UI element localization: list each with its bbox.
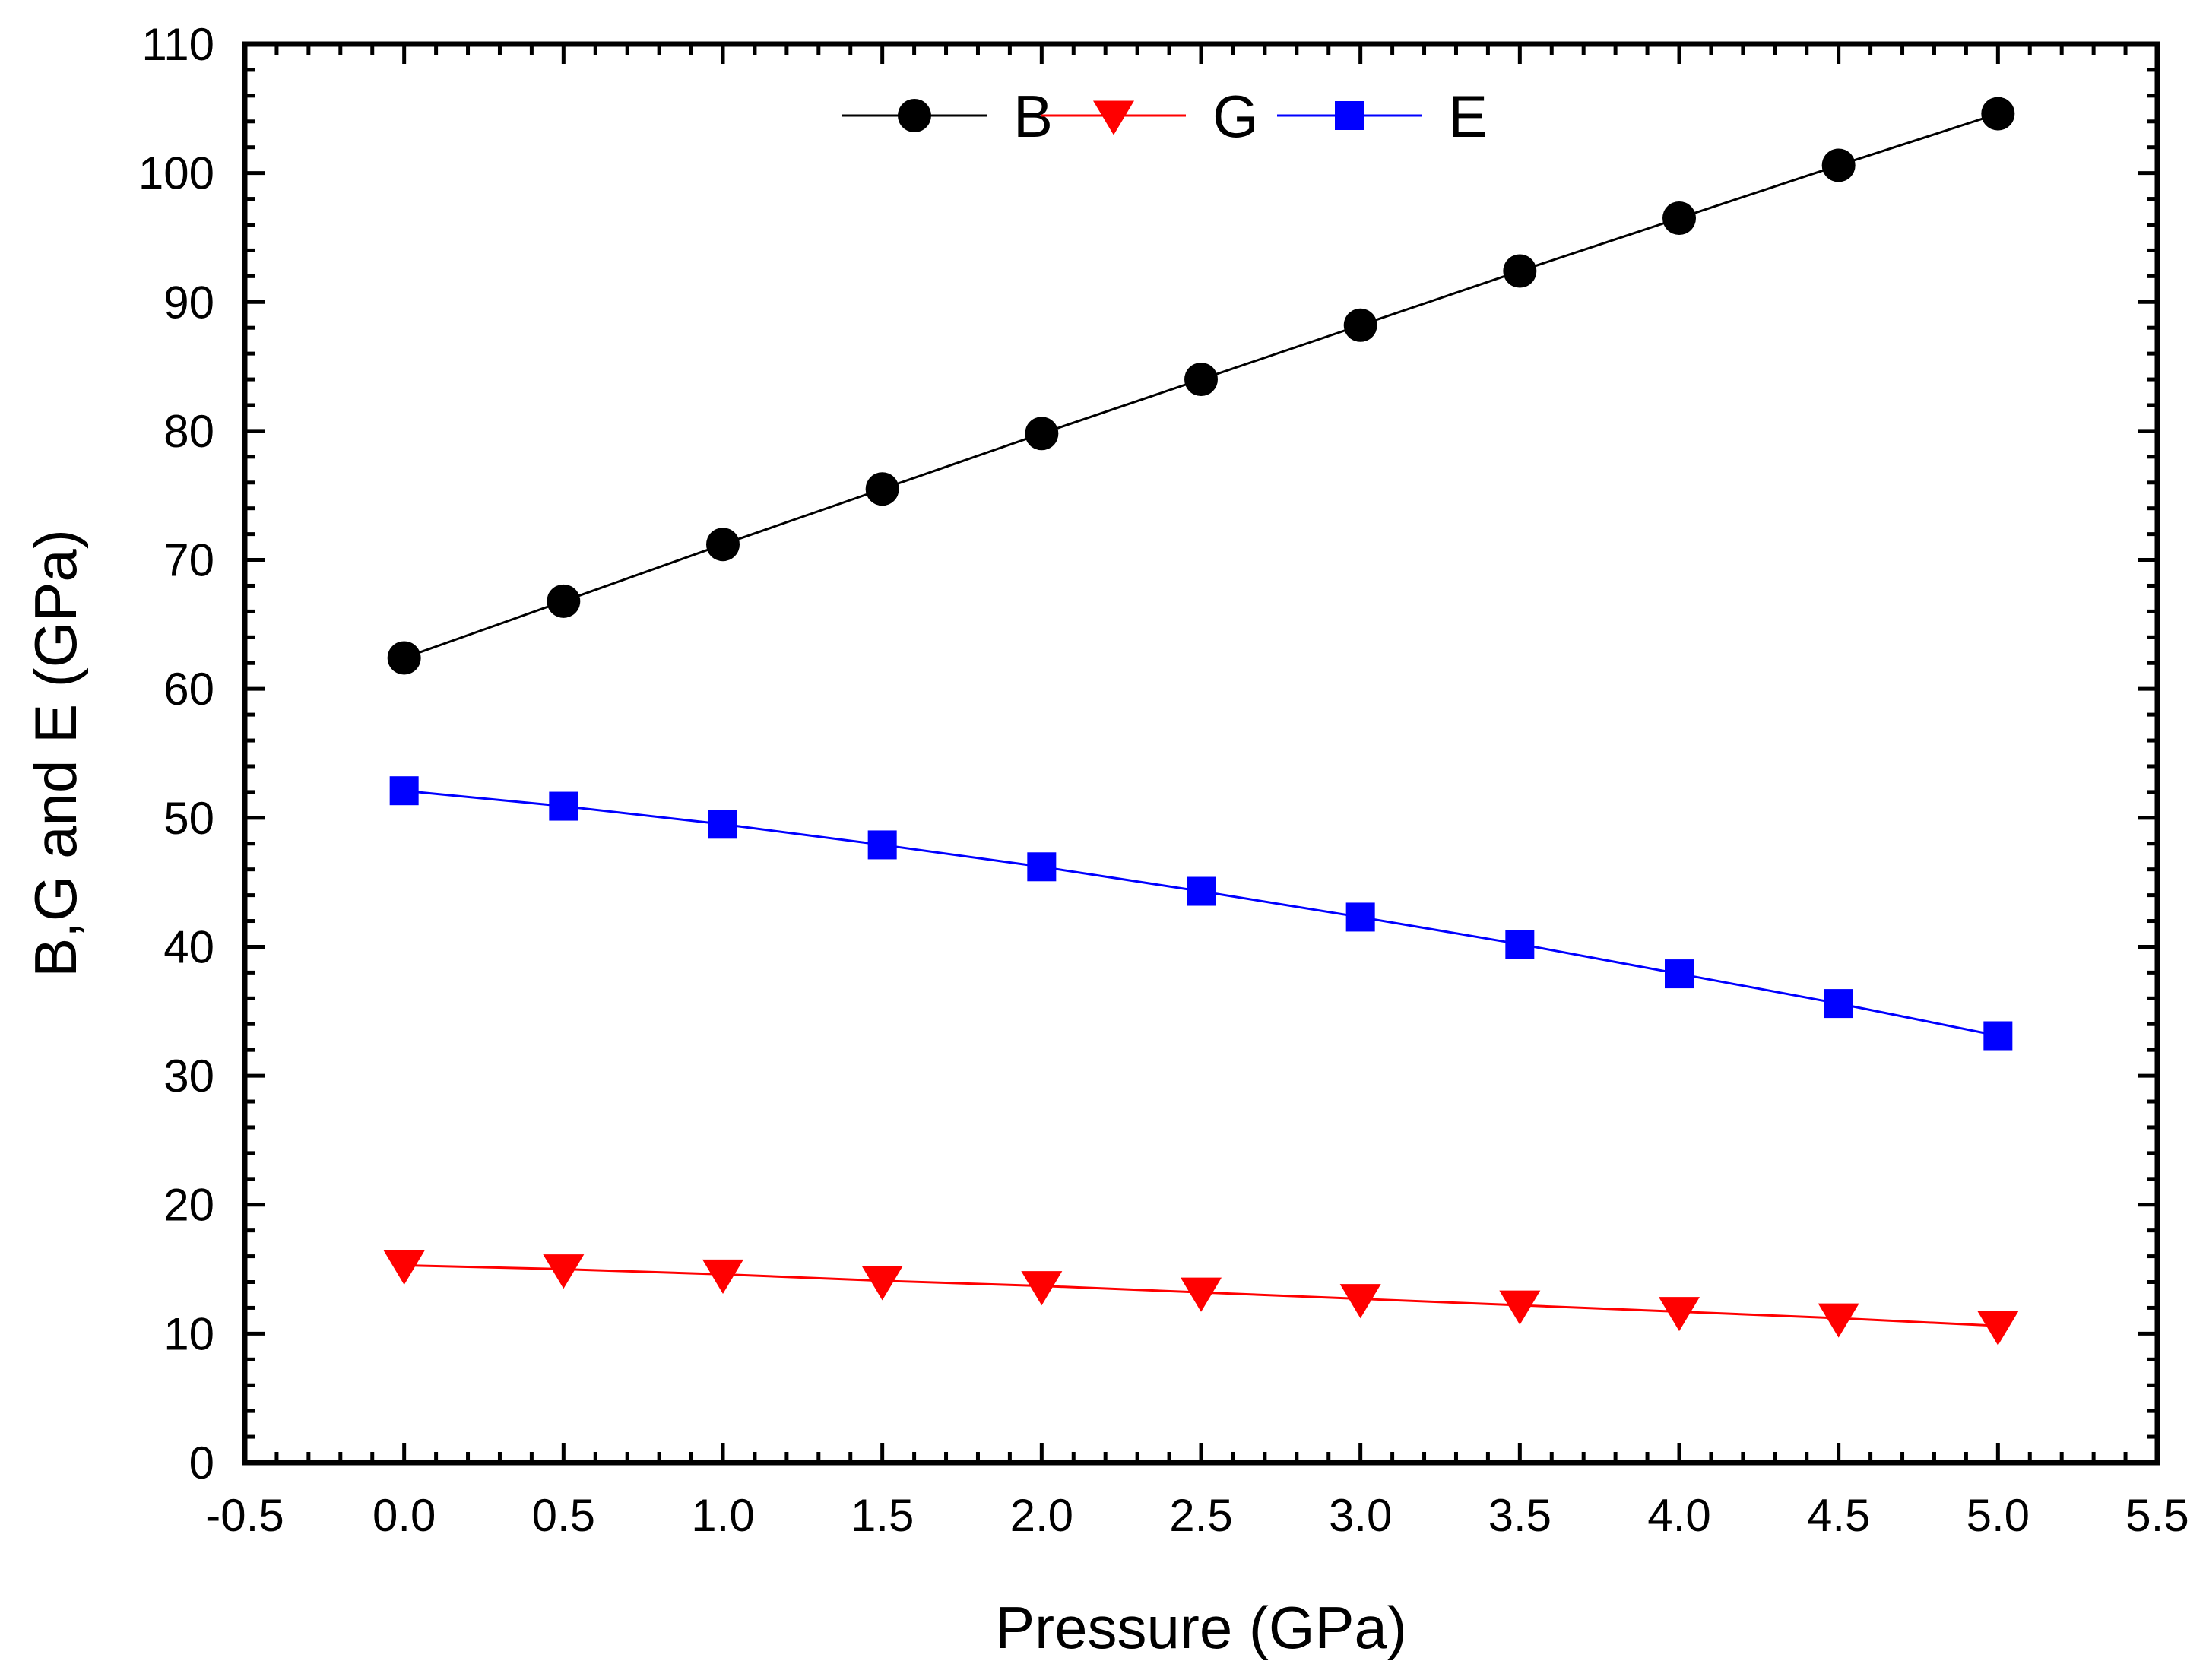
data-point-E bbox=[867, 830, 897, 860]
y-tick-label: 60 bbox=[163, 664, 214, 715]
data-point-E bbox=[1345, 902, 1375, 932]
data-point-E bbox=[1983, 1021, 2013, 1051]
x-tick-label: 0.5 bbox=[532, 1490, 595, 1541]
data-point-B bbox=[1821, 148, 1856, 182]
x-tick-label: 4.0 bbox=[1647, 1490, 1710, 1541]
data-point-B bbox=[387, 641, 421, 675]
data-point-E bbox=[1824, 989, 1853, 1019]
y-axis-title: B,G and E (GPa) bbox=[22, 529, 89, 978]
legend-marker-E bbox=[1335, 101, 1364, 130]
data-point-E bbox=[1505, 930, 1535, 959]
data-point-E bbox=[708, 810, 737, 839]
x-tick-label: -0.5 bbox=[205, 1490, 284, 1541]
series-G bbox=[383, 1250, 2019, 1346]
legend-marker-G bbox=[1093, 100, 1134, 135]
plot-frame bbox=[242, 41, 2160, 1466]
data-point-B bbox=[1025, 417, 1059, 451]
series-B bbox=[387, 97, 2015, 675]
data-point-B bbox=[865, 472, 899, 506]
x-tick-label: 4.5 bbox=[1807, 1490, 1870, 1541]
y-tick-label: 10 bbox=[163, 1308, 214, 1359]
data-point-G bbox=[1818, 1303, 1859, 1338]
data-point-B bbox=[1981, 97, 2015, 131]
data-point-G bbox=[1499, 1290, 1541, 1325]
x-tick-label: 5.0 bbox=[1967, 1490, 2030, 1541]
data-point-E bbox=[1187, 876, 1216, 906]
x-tick-label: 0.0 bbox=[372, 1490, 436, 1541]
x-tick-label: 3.0 bbox=[1329, 1490, 1392, 1541]
y-tick-label: 20 bbox=[163, 1180, 214, 1231]
legend-entry-E: E bbox=[1277, 83, 1488, 150]
x-tick-label: 2.5 bbox=[1169, 1490, 1232, 1541]
data-point-G bbox=[702, 1259, 743, 1294]
data-point-G bbox=[1659, 1297, 1700, 1332]
y-tick-label: 30 bbox=[163, 1051, 214, 1102]
x-axis-title: Pressure (GPa) bbox=[995, 1594, 1407, 1661]
legend-label: E bbox=[1448, 83, 1488, 150]
y-tick-label: 90 bbox=[163, 277, 214, 328]
data-point-G bbox=[383, 1250, 425, 1285]
data-point-E bbox=[1665, 959, 1694, 989]
data-point-B bbox=[1503, 254, 1537, 288]
data-point-G bbox=[1181, 1277, 1222, 1312]
data-point-G bbox=[1339, 1284, 1381, 1319]
data-point-B bbox=[547, 584, 581, 618]
y-tick-label: 80 bbox=[163, 406, 214, 457]
data-point-G bbox=[1977, 1311, 2019, 1346]
y-tick-label: 110 bbox=[141, 19, 214, 70]
x-tick-label: 1.5 bbox=[851, 1490, 914, 1541]
legend-entry-G: G bbox=[1041, 83, 1259, 150]
y-tick-label: 50 bbox=[163, 793, 214, 844]
y-tick-label: 70 bbox=[163, 535, 214, 586]
legend-label: G bbox=[1212, 83, 1259, 150]
data-point-G bbox=[861, 1266, 903, 1301]
data-point-B bbox=[1343, 308, 1377, 342]
x-tick-label: 5.5 bbox=[2125, 1490, 2189, 1541]
data-point-E bbox=[549, 791, 578, 821]
x-tick-label: 3.5 bbox=[1488, 1490, 1551, 1541]
y-tick-label: 100 bbox=[138, 148, 214, 199]
data-point-E bbox=[389, 776, 419, 806]
y-tick-label: 40 bbox=[163, 921, 214, 972]
data-point-B bbox=[1662, 201, 1696, 236]
legend-marker-B bbox=[898, 99, 931, 132]
x-tick-label: 1.0 bbox=[691, 1490, 754, 1541]
data-point-G bbox=[543, 1254, 585, 1289]
tick-labels: -0.5 0.0 0.5 1.0 1.5 2.0 2.5 3.0 3.5 4.0 4.5 5.0 5.5… bbox=[138, 19, 2189, 1541]
data-point-E bbox=[1027, 852, 1057, 882]
data-point-G bbox=[1021, 1271, 1063, 1306]
series-layer bbox=[383, 97, 2019, 1346]
series-E bbox=[389, 776, 2013, 1051]
data-point-B bbox=[1184, 363, 1218, 397]
data-point-B bbox=[706, 528, 740, 562]
y-tick-label: 0 bbox=[189, 1438, 214, 1488]
x-tick-label: 2.0 bbox=[1010, 1490, 1073, 1541]
